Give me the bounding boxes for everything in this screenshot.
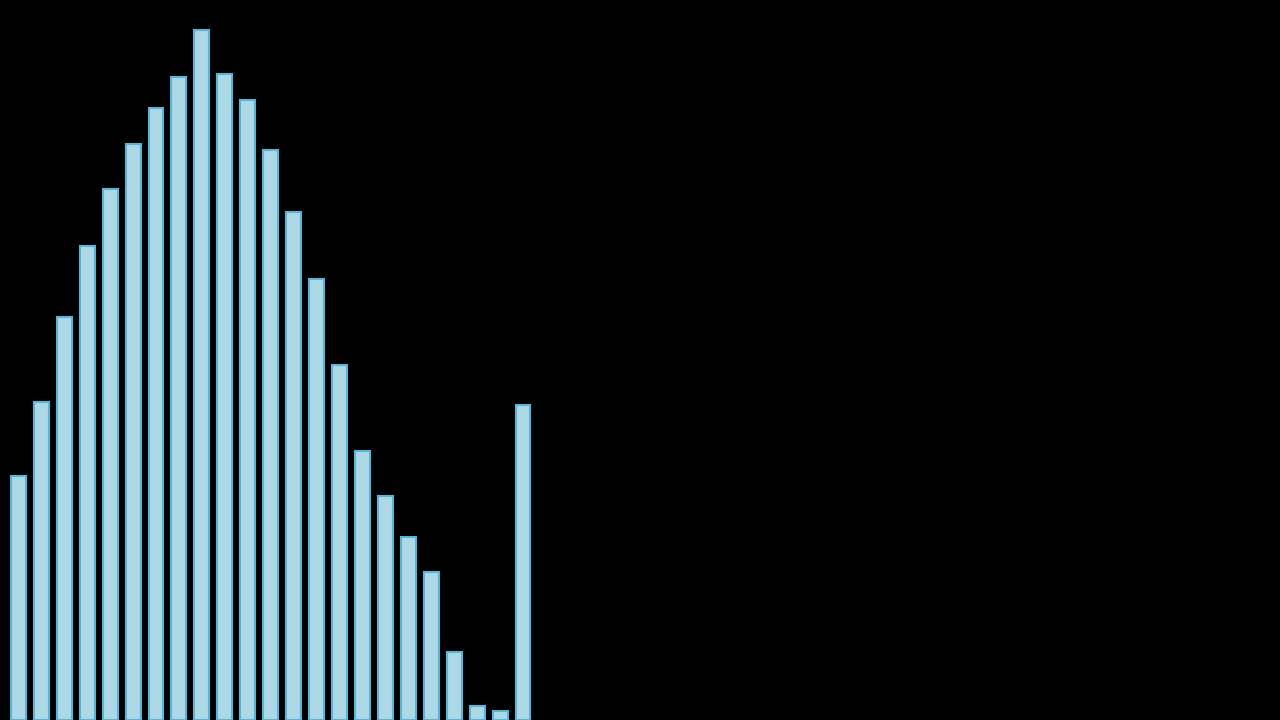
Bar	[241, 100, 255, 720]
Bar	[264, 150, 278, 720]
Bar	[148, 107, 164, 720]
Bar	[447, 652, 462, 720]
Bar	[172, 77, 187, 720]
Bar	[355, 451, 370, 720]
Bar	[79, 246, 95, 720]
Bar	[493, 711, 508, 720]
Bar	[332, 365, 347, 720]
Bar	[125, 144, 141, 720]
Bar	[516, 405, 530, 720]
Bar	[470, 706, 485, 720]
Bar	[287, 212, 301, 720]
Bar	[401, 536, 416, 720]
Bar	[195, 30, 210, 720]
Bar	[308, 279, 324, 720]
Bar	[56, 317, 72, 720]
Bar	[12, 476, 26, 720]
Bar	[33, 402, 49, 720]
Bar	[424, 572, 439, 720]
Bar	[218, 74, 232, 720]
Bar	[102, 189, 118, 720]
Bar	[378, 496, 393, 720]
